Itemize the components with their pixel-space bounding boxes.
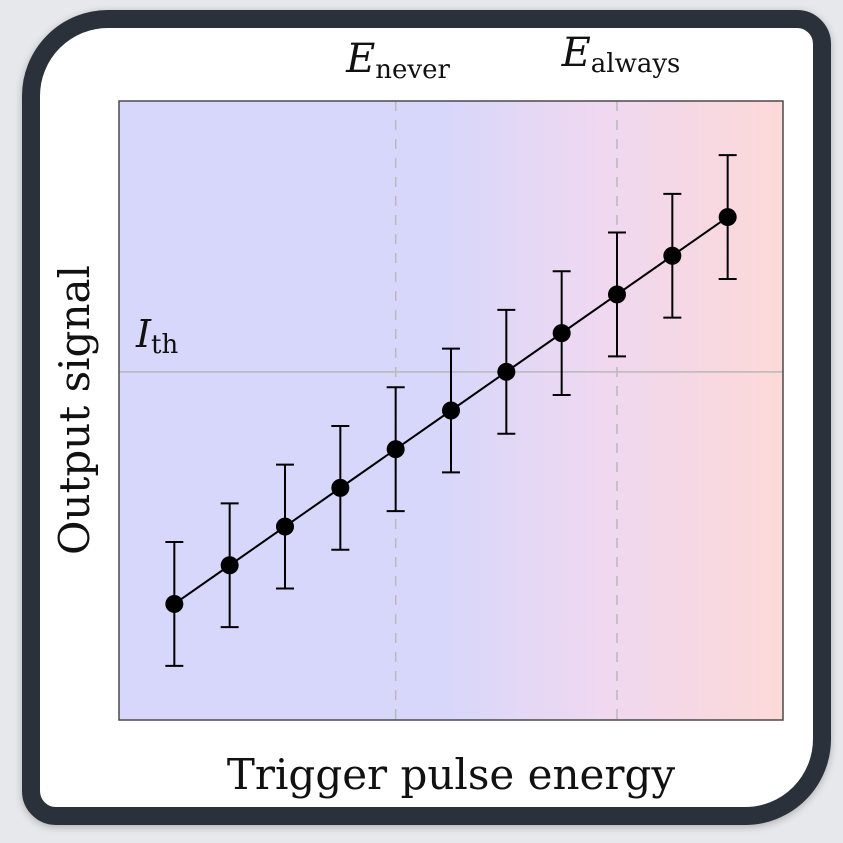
data-point-1: [220, 556, 239, 575]
plot-border: [118, 100, 784, 721]
data-point-0: [165, 594, 184, 613]
data-point-3: [331, 478, 350, 497]
data-point-2: [276, 517, 294, 536]
marker-label-e-never-main: E: [345, 36, 375, 82]
marker-label-e-always-main: E: [561, 30, 591, 76]
marker-label-e-always: Ealways: [561, 30, 681, 79]
x-axis-label: Trigger pulse energy: [227, 750, 675, 799]
data-point-6: [497, 362, 516, 381]
data-point-4: [386, 440, 405, 459]
threshold-label: Ith: [135, 312, 178, 360]
data-point-5: [442, 401, 460, 420]
y-axis-label: Output signal: [50, 265, 99, 555]
data-layer: [165, 154, 737, 667]
data-point-10: [718, 208, 737, 227]
data-point-9: [663, 246, 682, 265]
data-point-7: [552, 324, 571, 343]
marker-label-e-never: Enever: [345, 36, 450, 85]
marker-label-e-always-sub: always: [591, 49, 681, 79]
threshold-label-sub: th: [151, 330, 178, 360]
threshold-label-main: I: [135, 312, 152, 356]
marker-label-e-never-sub: never: [375, 55, 450, 85]
data-point-8: [608, 285, 626, 304]
